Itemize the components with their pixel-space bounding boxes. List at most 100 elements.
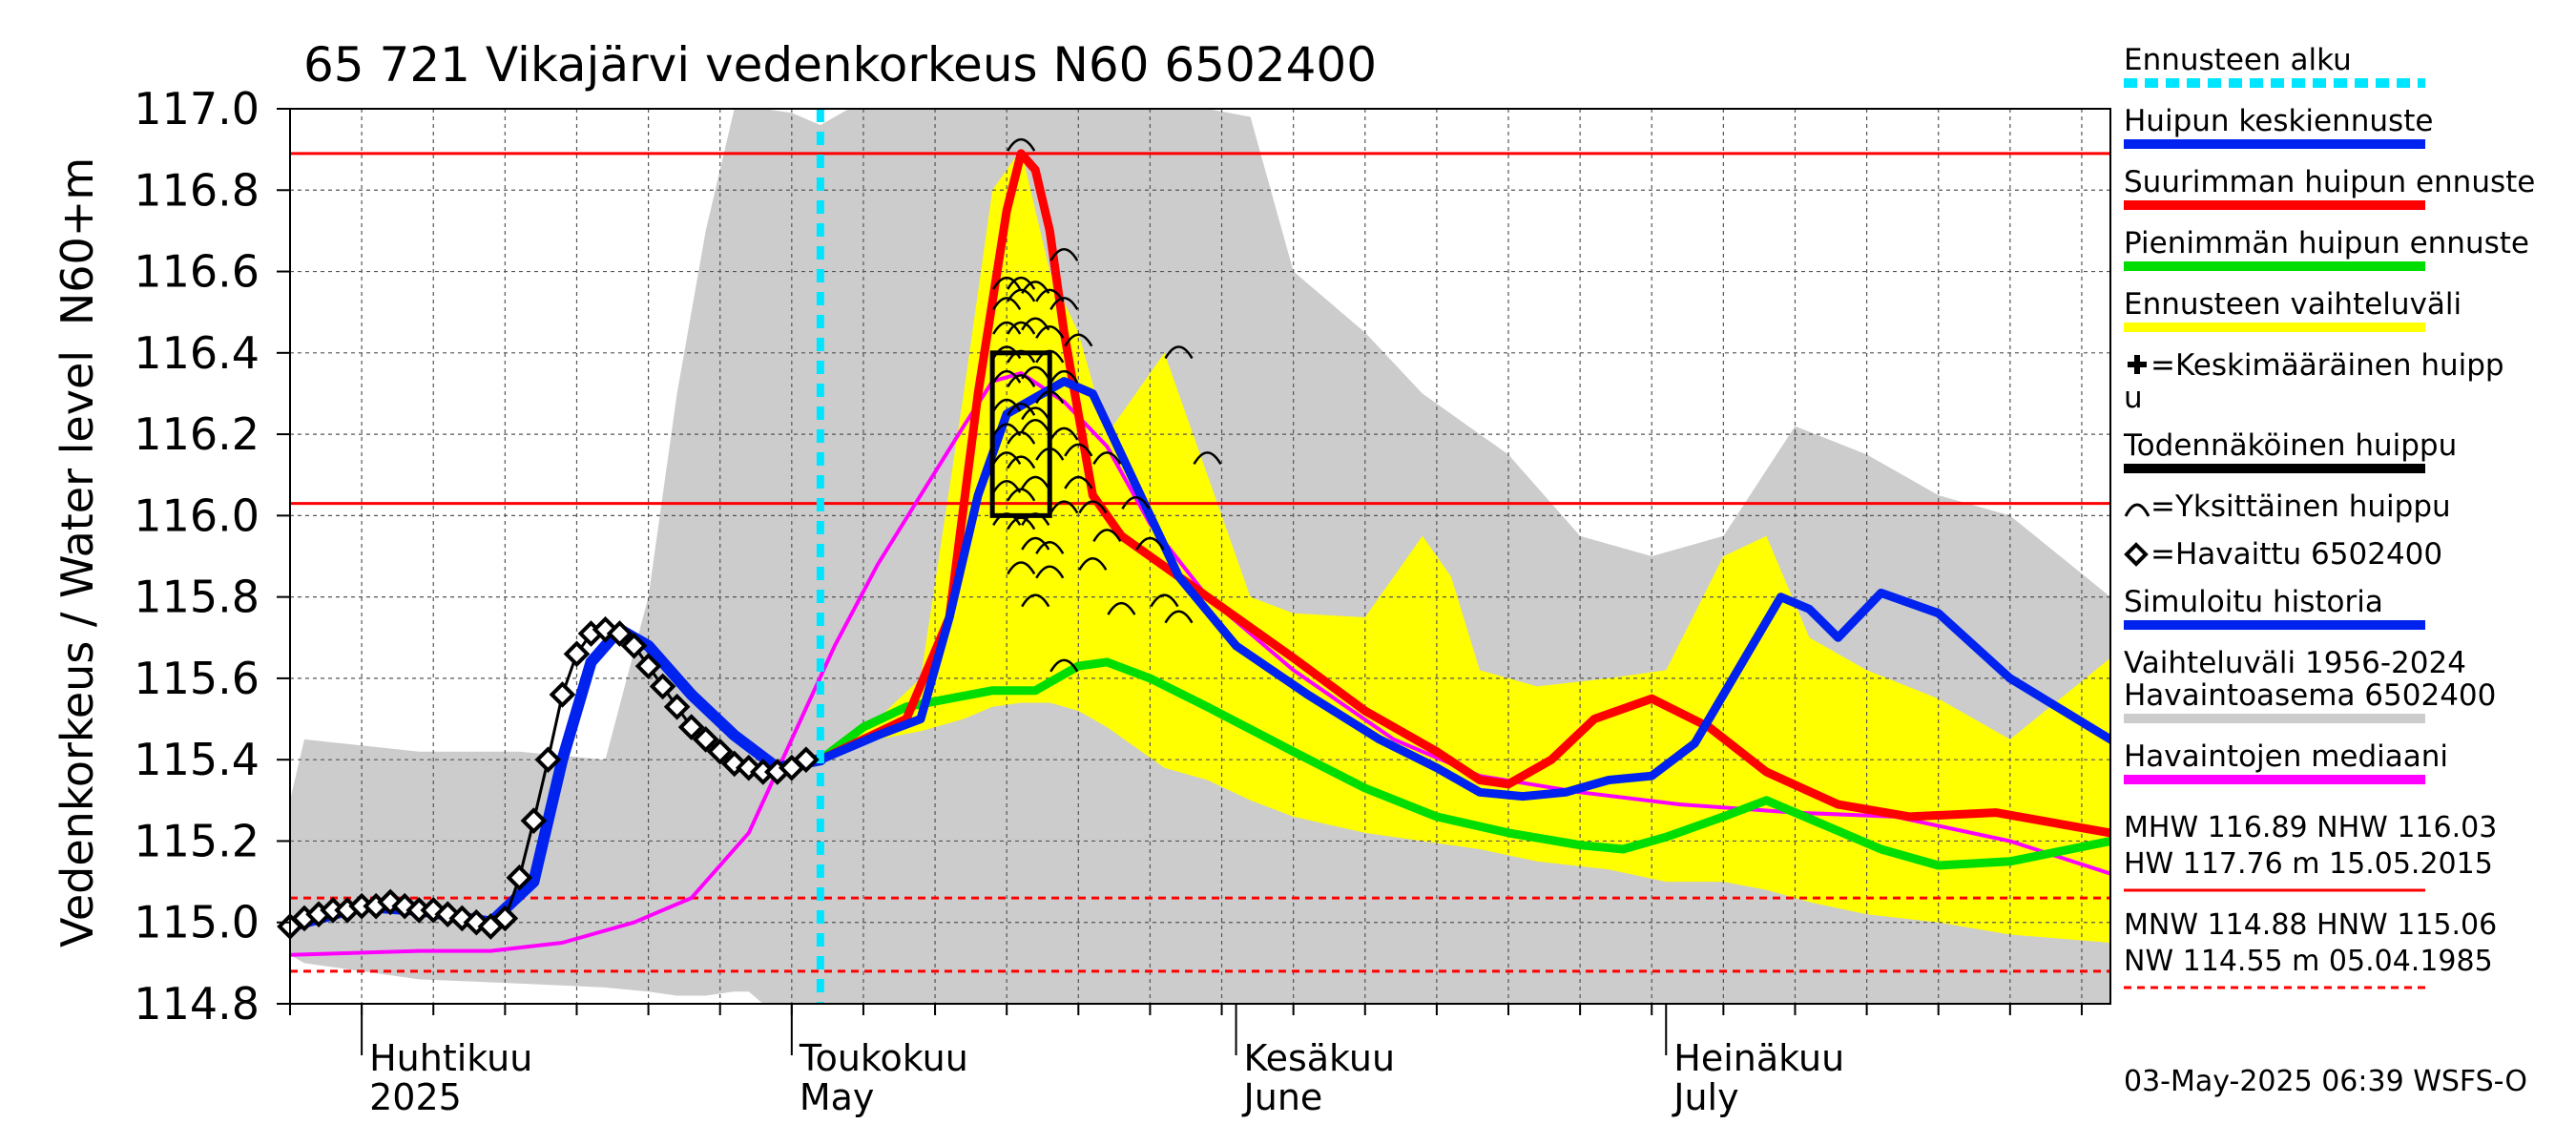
- individual-peak-mark: [992, 321, 1022, 335]
- legend-label: Pienimmän huipun ennuste: [2124, 226, 2529, 260]
- stats-line-2: HW 117.76 m 15.05.2015: [2124, 847, 2493, 881]
- individual-peak-mark: [1007, 430, 1036, 445]
- individual-peak-mark: [1021, 475, 1050, 489]
- y-tick-label: 116.6: [134, 246, 260, 298]
- probable-peak-layer: [989, 350, 1052, 518]
- probable-peak-box: [989, 350, 1052, 518]
- individual-peak-mark: [1007, 488, 1036, 502]
- individual-peak-mark: [1049, 427, 1079, 441]
- individual-peak-mark: [1007, 374, 1036, 388]
- individual-peaks-layer: [992, 137, 1222, 673]
- observed-point: [491, 905, 519, 932]
- individual-peak-mark: [992, 297, 1022, 311]
- y-axis-label: Vedenkorkeus / Water level: [52, 350, 103, 947]
- individual-peak-mark: [1078, 500, 1108, 514]
- y-tick-label: 115.2: [134, 815, 260, 866]
- x-month-label: Huhtikuu: [369, 1037, 532, 1079]
- y-tick-label: 115.4: [134, 734, 260, 785]
- series-line-huipun-keskiennuste: [816, 377, 2110, 802]
- individual-peak-mark: [992, 398, 1022, 412]
- axes-layer: 114.8 115.0 115.2 115.4 115.6 115.8 116.0 116.2…: [134, 83, 2083, 1118]
- x-month-label-en: 2025: [369, 1076, 462, 1118]
- observed-point: [677, 714, 705, 740]
- legend-label: Vaihteluväli 1956-2024: [2124, 646, 2466, 680]
- stats-line-1: MHW 116.89 NHW 116.03: [2124, 811, 2497, 844]
- legend: Ennusteen alku Huipun keskiennuste Suurimm…: [2123, 43, 2535, 784]
- individual-peak-mark: [1007, 321, 1036, 335]
- statistics-box: MHW 116.89 NHW 116.03 HW 117.76 m 15.05.…: [2124, 811, 2497, 989]
- observed-point: [649, 673, 676, 700]
- observed-point: [549, 681, 576, 708]
- individual-peak-mark: [1092, 529, 1122, 543]
- legend-label: Suurimman huipun ennuste: [2124, 165, 2535, 199]
- observed-point: [692, 726, 719, 753]
- plot-area: [290, 109, 2110, 1004]
- individual-peak-mark: [1049, 248, 1079, 261]
- individual-peak-mark: [1150, 593, 1179, 608]
- chart-title: 65 721 Vikajärvi vedenkorkeus N60 650240…: [303, 37, 1377, 93]
- observed-point: [520, 807, 548, 834]
- legend-label: =Havaittu 6502400: [2150, 537, 2442, 572]
- y-axis-label-unit: N60+m: [52, 157, 103, 325]
- individual-peak-mark: [1007, 561, 1036, 575]
- y-tick-label: 115.0: [134, 897, 260, 948]
- individual-peak-mark: [1049, 500, 1079, 514]
- individual-peak-mark: [1049, 297, 1079, 311]
- individual-peak-mark: [1007, 403, 1036, 416]
- x-month-label-en: May: [800, 1076, 875, 1118]
- individual-peak-mark: [1107, 601, 1136, 615]
- reference-lines-layer: [290, 152, 2110, 973]
- individual-peak-mark: [1135, 536, 1165, 551]
- individual-peak-mark: [992, 276, 1022, 290]
- individual-peak-mark: [1021, 365, 1050, 380]
- series-layer: [290, 149, 2110, 957]
- legend-label: Havaintojen mediaani: [2124, 739, 2448, 774]
- x-month-label: Heinäkuu: [1673, 1037, 1844, 1079]
- legend-label: =Yksittäinen huippu: [2150, 489, 2451, 524]
- individual-peak-mark: [1193, 451, 1222, 466]
- stats-line-4: NW 114.55 m 05.04.1985: [2124, 945, 2493, 978]
- y-tick-label: 114.8: [134, 978, 260, 1030]
- series-line-pienimm-n-huipun-ennuste: [816, 657, 2110, 870]
- individual-peak-mark: [1035, 565, 1065, 579]
- legend-label: =Keskimääräinen huipp: [2150, 348, 2504, 383]
- observed-point: [534, 746, 562, 774]
- individual-peak-mark: [1007, 288, 1036, 302]
- y-tick-label: 115.8: [134, 572, 260, 623]
- individual-peak-mark: [1021, 593, 1050, 608]
- individual-peak-mark: [1035, 540, 1065, 554]
- individual-peak-mark: [1064, 475, 1093, 489]
- y-tick-label: 115.6: [134, 653, 260, 704]
- individual-peak-mark: [1064, 443, 1093, 457]
- individual-peak-mark: [1064, 333, 1093, 347]
- y-tick-label: 116.2: [134, 408, 260, 460]
- x-month-label: Kesäkuu: [1244, 1037, 1396, 1079]
- individual-peak-mark: [1021, 419, 1050, 432]
- individual-peak-mark: [1092, 451, 1122, 466]
- legend-diamond-marker: [2124, 542, 2149, 567]
- individual-peak-mark: [1078, 557, 1108, 571]
- individual-peak-mark: [1021, 536, 1050, 551]
- x-month-label: Toukokuu: [799, 1037, 968, 1079]
- individual-peak-mark: [1049, 658, 1079, 673]
- bands-layer: [290, 109, 2110, 1004]
- legend-label: Ennusteen alku: [2124, 43, 2352, 77]
- observed-markers-layer: [277, 615, 820, 940]
- legend-label: Ennusteen vaihteluväli: [2124, 287, 2462, 322]
- legend-plus-marker: [2128, 355, 2147, 374]
- legend-label: Todennäköinen huippu: [2123, 428, 2457, 463]
- y-tick-label: 116.8: [134, 164, 260, 216]
- observed-point: [663, 693, 691, 720]
- observed-point: [606, 620, 634, 647]
- individual-peak-mark: [1049, 369, 1079, 384]
- x-month-label-en: July: [1672, 1076, 1738, 1118]
- series-line-havaintojen-mediaani: [290, 371, 2110, 957]
- y-tick-label: 116.4: [134, 327, 260, 379]
- y-tick-label: 116.0: [134, 489, 260, 541]
- legend-label-line2: u: [2124, 381, 2143, 415]
- individual-peak-mark: [1164, 345, 1194, 360]
- forecast-range-band: [820, 149, 2110, 944]
- legend-label: Huipun keskiennuste: [2124, 104, 2433, 138]
- individual-peak-mark: [1007, 455, 1036, 469]
